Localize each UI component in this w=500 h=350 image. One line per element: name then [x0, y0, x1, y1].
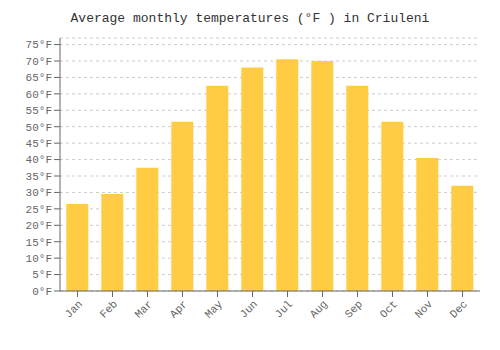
svg-text:45°F: 45°F — [26, 138, 52, 150]
svg-text:Aug: Aug — [308, 298, 330, 320]
html-text:Average monthly temperatures (: Average monthly temperatures (°F ) in Cr… — [70, 11, 430, 26]
svg-text:40°F: 40°F — [26, 154, 52, 166]
svg-text:Oct: Oct — [378, 298, 400, 320]
svg-text:Jul: Jul — [273, 298, 295, 320]
svg-text:55°F: 55°F — [26, 105, 52, 117]
svg-text:70°F: 70°F — [26, 56, 52, 68]
svg-text:75°F: 75°F — [26, 39, 52, 51]
svg-text:65°F: 65°F — [26, 72, 52, 84]
svg-text:Jan: Jan — [63, 298, 85, 320]
svg-text:Apr: Apr — [168, 298, 190, 320]
svg-text:10°F: 10°F — [26, 253, 52, 265]
svg-text:5°F: 5°F — [32, 269, 52, 281]
svg-text:Mar: Mar — [133, 298, 155, 320]
svg-text:Jun: Jun — [238, 298, 260, 320]
svg-text:35°F: 35°F — [26, 171, 52, 183]
svg-text:May: May — [203, 298, 226, 321]
svg-text:60°F: 60°F — [26, 89, 52, 101]
svg-text:25°F: 25°F — [26, 204, 52, 216]
svg-text:30°F: 30°F — [26, 187, 52, 199]
svg-text:Nov: Nov — [413, 298, 436, 321]
svg-text:20°F: 20°F — [26, 220, 52, 232]
svg-text:Dec: Dec — [448, 298, 470, 320]
svg-text:0°F: 0°F — [32, 286, 52, 298]
svg-text:Sep: Sep — [343, 298, 365, 320]
svg-text:Feb: Feb — [98, 298, 120, 320]
svg-text:50°F: 50°F — [26, 122, 52, 134]
svg-text:15°F: 15°F — [26, 237, 52, 249]
